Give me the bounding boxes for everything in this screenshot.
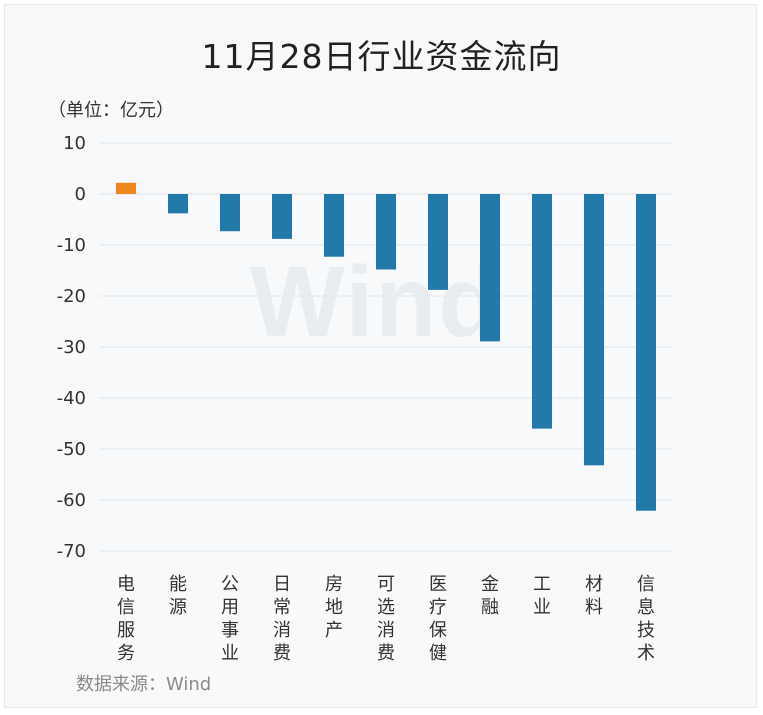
chart-card — [4, 4, 757, 708]
x-category-label: 日常消费 — [273, 574, 291, 664]
bar — [168, 194, 188, 214]
y-tick-label: -40 — [57, 388, 86, 409]
y-tick-label: -70 — [57, 541, 86, 562]
x-category-label: 房地产 — [325, 574, 343, 641]
x-category-label: 工业 — [533, 574, 551, 618]
bar — [480, 194, 500, 342]
y-tick-label: -10 — [57, 235, 86, 256]
bar — [272, 194, 292, 239]
x-category-label: 信息技术 — [637, 574, 655, 664]
x-category-label: 可选消费 — [377, 574, 395, 664]
x-category-label: 材料 — [585, 574, 603, 618]
watermark: Wind — [250, 246, 502, 358]
x-category-label: 公用事业 — [221, 574, 239, 664]
x-category-label: 医疗保健 — [429, 574, 447, 664]
bar — [324, 194, 344, 257]
chart-title: 11月28日行业资金流向 — [201, 37, 562, 76]
y-tick-label: -30 — [57, 337, 86, 358]
bar — [584, 194, 604, 466]
bar — [376, 194, 396, 270]
bar — [116, 182, 136, 194]
x-category-label: 能源 — [169, 574, 187, 618]
bar — [636, 194, 656, 511]
bar — [428, 194, 448, 290]
y-tick-label: 10 — [63, 133, 86, 154]
source-note: 数据来源：Wind — [76, 674, 212, 695]
bar — [220, 194, 240, 232]
y-tick-label: -60 — [57, 490, 86, 511]
y-tick-label: 0 — [75, 184, 86, 205]
x-category-label: 电信服务 — [117, 574, 135, 664]
y-tick-label: -20 — [57, 286, 86, 307]
bar — [532, 194, 552, 429]
x-category-label: 金融 — [481, 574, 499, 618]
unit-label: （单位：亿元） — [48, 100, 174, 121]
y-tick-label: -50 — [57, 439, 86, 460]
